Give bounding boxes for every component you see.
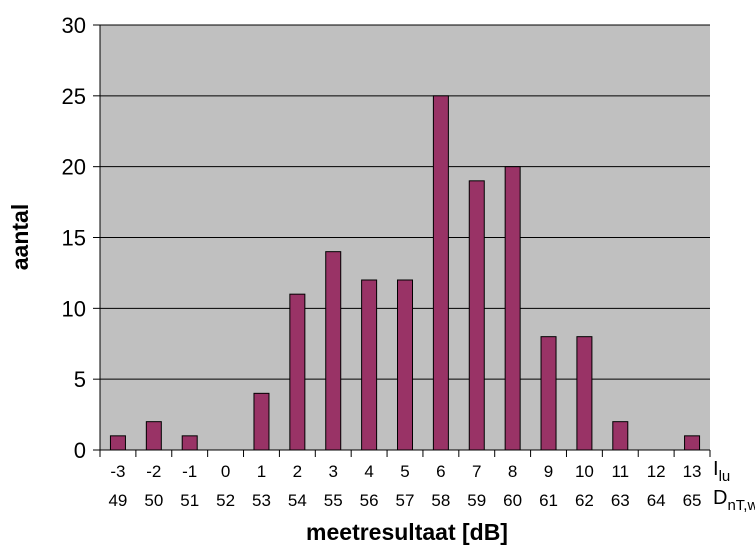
bar <box>145 421 162 451</box>
x-tick-label-row2: 57 <box>396 491 415 510</box>
y-tick-label: 20 <box>62 155 86 180</box>
bar <box>181 435 198 451</box>
x-tick-label-row2: 50 <box>144 491 163 510</box>
y-tick-label: 10 <box>62 296 86 321</box>
x-tick-label-row2: 61 <box>539 491 558 510</box>
x-tick-label-row2: 54 <box>288 491 307 510</box>
x-tick-label-row1: 13 <box>683 462 702 481</box>
y-axis-title: aantal <box>7 204 33 270</box>
x-tick-label-row1: 3 <box>329 462 338 481</box>
x-tick-label-row2: 62 <box>575 491 594 510</box>
x-tick-label-row2: 49 <box>108 491 127 510</box>
bar <box>109 435 126 451</box>
x-tick-label-row1: 4 <box>364 462 373 481</box>
bar <box>397 279 413 451</box>
x-tick-label-row2: 55 <box>324 491 343 510</box>
x-tick-label-row1: 6 <box>436 462 445 481</box>
x-tick-label-row2: 56 <box>360 491 379 510</box>
x-tick-label-row1: 5 <box>400 462 409 481</box>
x-tick-label-row1: 1 <box>257 462 266 481</box>
x-tick-label-row2: 51 <box>180 491 199 510</box>
x-tick-label-row1: -3 <box>110 462 125 481</box>
x-tick-label-row2: 65 <box>683 491 702 510</box>
x-tick-label-row1: 10 <box>575 462 594 481</box>
x-tick-label-row1: -1 <box>182 462 197 481</box>
x-tick-label-row1: 12 <box>647 462 666 481</box>
x-tick-label-row2: 60 <box>503 491 522 510</box>
x-tick-label-row2: 63 <box>611 491 630 510</box>
row1-axis-label: Ilu <box>713 458 730 485</box>
x-tick-label-row2: 64 <box>647 491 666 510</box>
x-tick-label-row1: 2 <box>293 462 302 481</box>
x-tick-label-row2: 58 <box>431 491 450 510</box>
x-tick-label-row2: 52 <box>216 491 235 510</box>
row2-axis-label: DnT,w <box>713 487 755 514</box>
x-tick-label-row1: 0 <box>221 462 230 481</box>
bar <box>504 166 521 451</box>
bar <box>468 180 485 451</box>
x-axis-title: meetresultaat [dB] <box>306 519 508 545</box>
x-tick-label-row2: 53 <box>252 491 271 510</box>
bar <box>432 95 449 451</box>
x-tick-label-row1: 7 <box>472 462 481 481</box>
y-tick-label: 30 <box>62 13 86 38</box>
x-tick-label-row1: 11 <box>611 462 629 481</box>
x-tick-label-row1: 9 <box>544 462 553 481</box>
bar <box>576 336 593 451</box>
bar <box>253 392 270 451</box>
bar <box>361 279 378 451</box>
x-tick-label-row1: 8 <box>508 462 517 481</box>
axes <box>93 24 711 457</box>
bar <box>289 293 306 451</box>
x-tick-label-row2: 59 <box>467 491 486 510</box>
bar <box>612 421 629 451</box>
y-tick-label: 5 <box>74 367 86 392</box>
bar <box>684 435 701 451</box>
y-tick-label: 0 <box>74 438 86 463</box>
bar <box>540 336 557 451</box>
y-tick-labels: 0 5 10 15 20 25 30 <box>62 13 86 463</box>
y-tick-label: 25 <box>62 84 86 109</box>
x-tick-label-row1: -2 <box>146 462 161 481</box>
y-tick-label: 15 <box>62 226 86 251</box>
bar <box>325 251 342 451</box>
